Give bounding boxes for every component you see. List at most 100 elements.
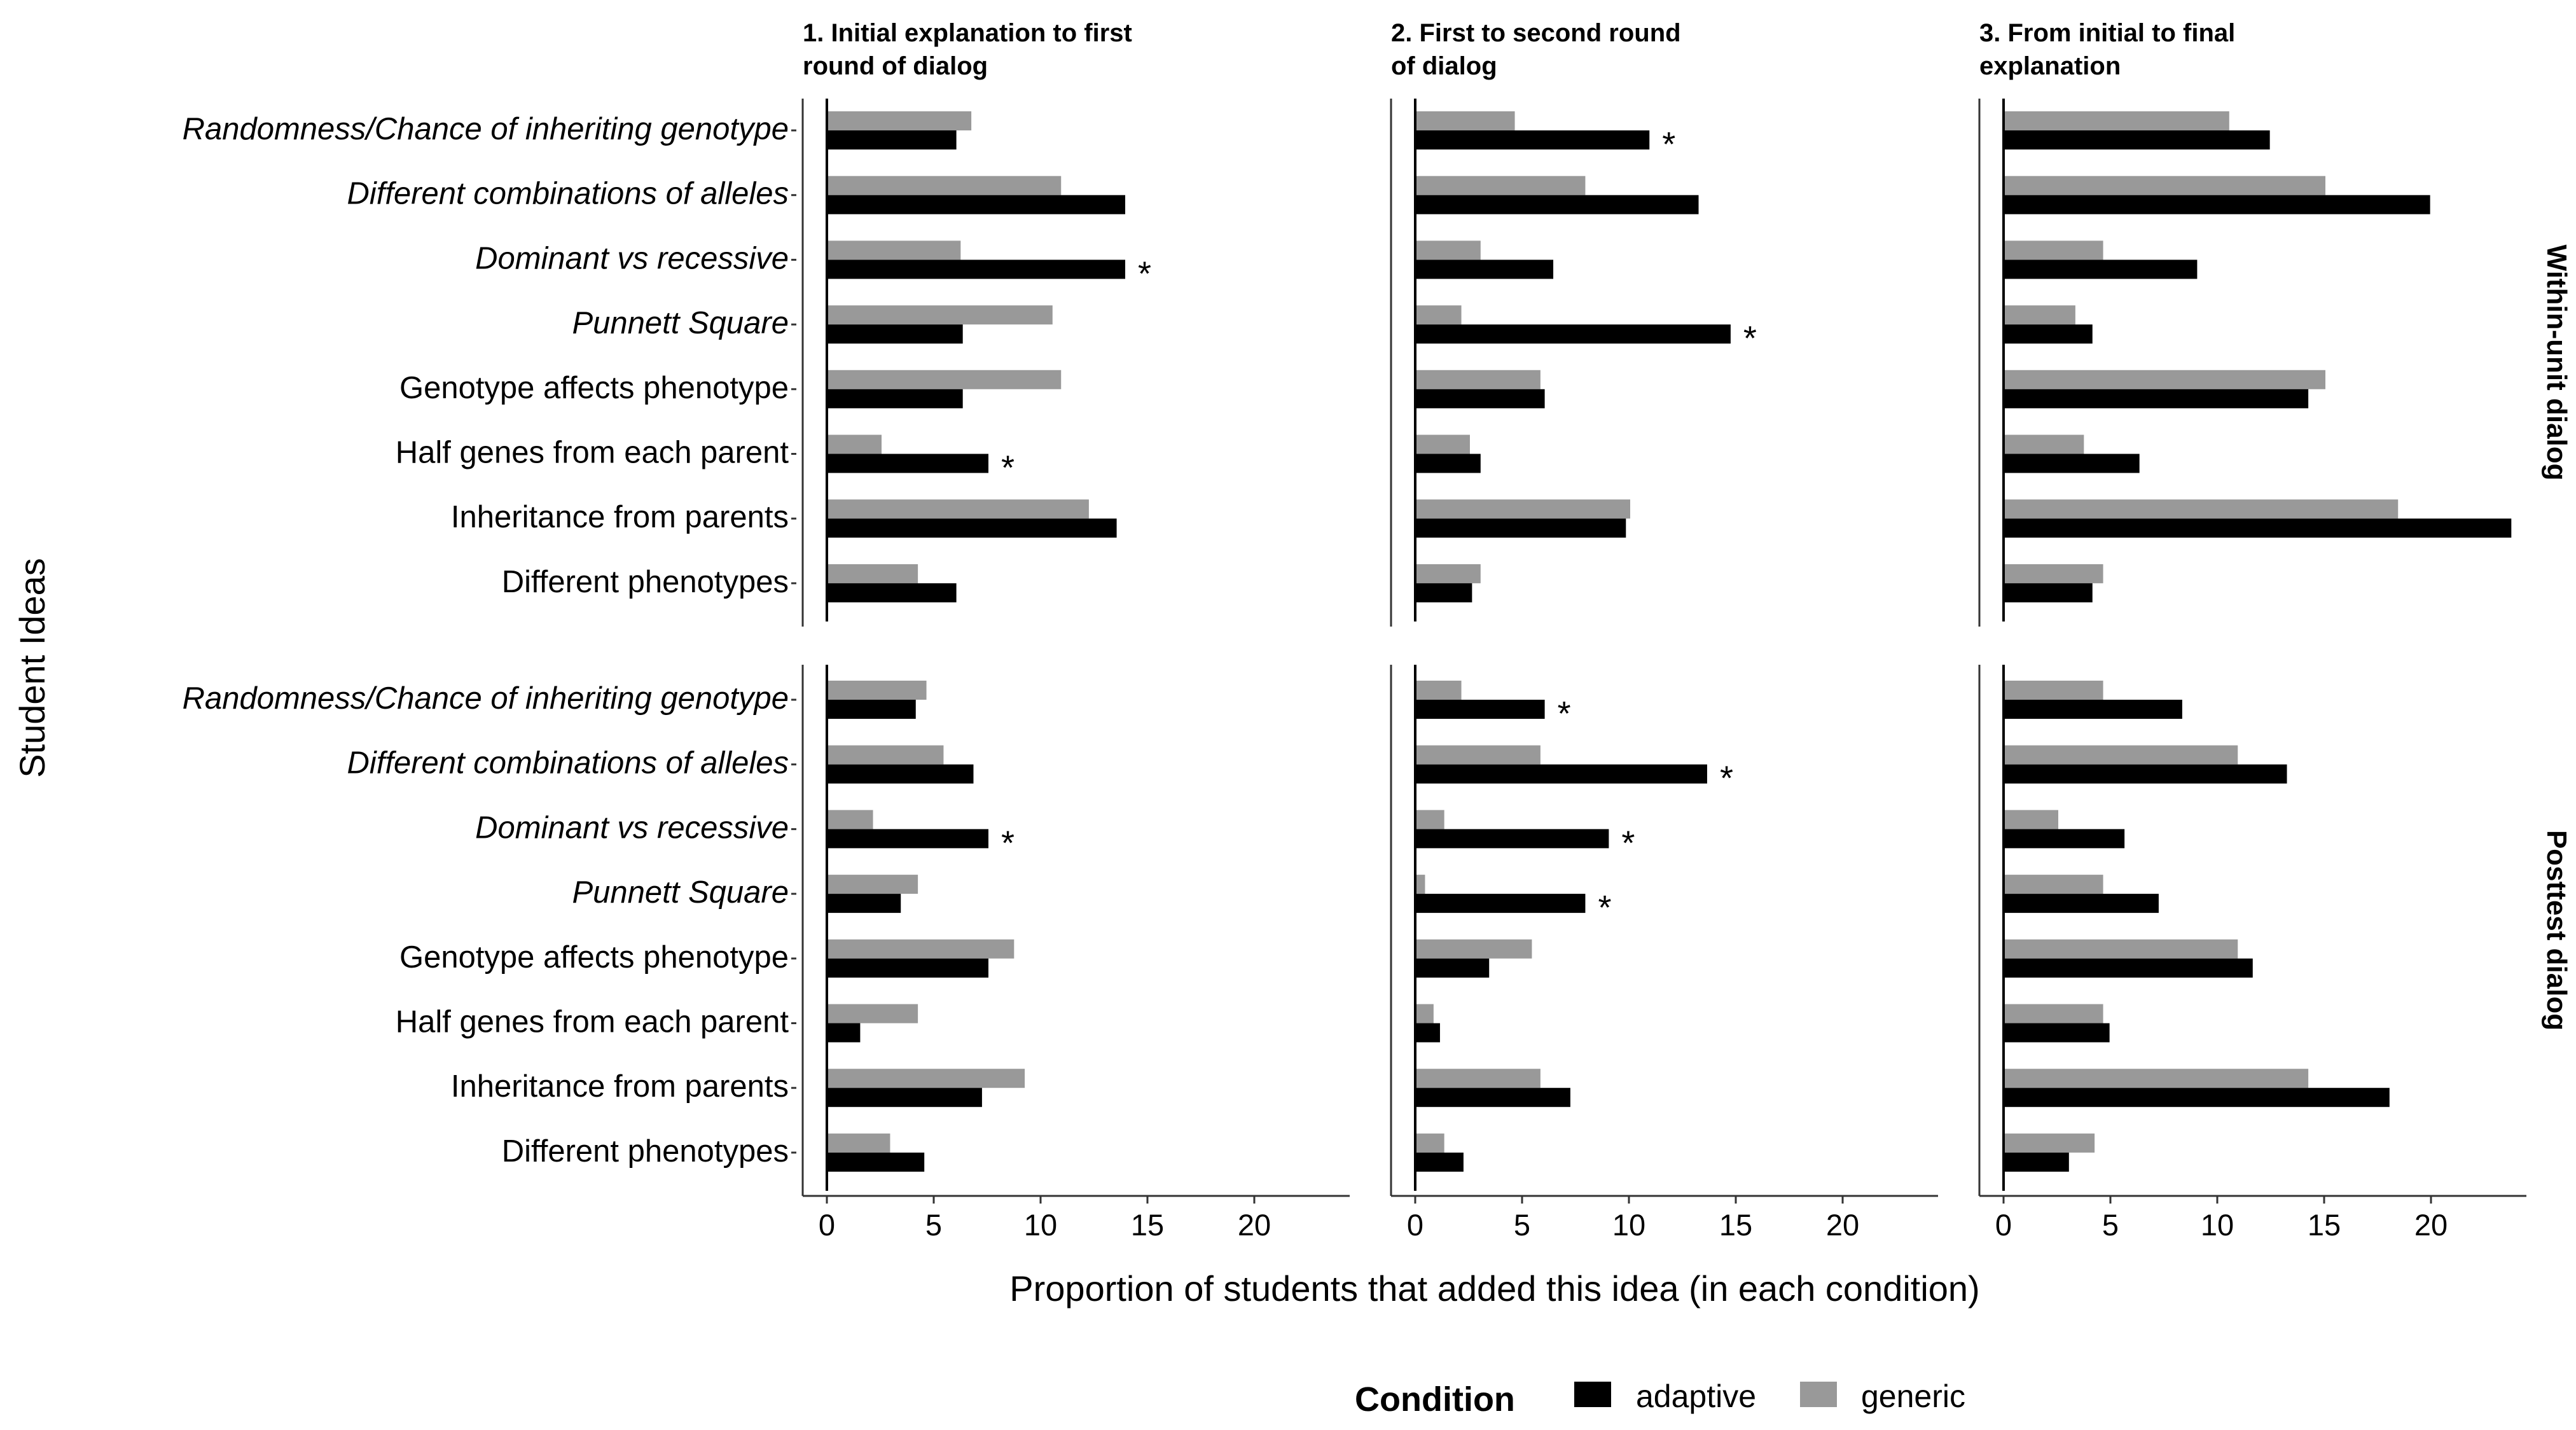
bar-adaptive [828, 454, 988, 473]
category-label: Half genes from each parent [396, 436, 789, 470]
category-label: Different phenotypes [502, 565, 789, 599]
bar-adaptive [828, 894, 901, 913]
bar-generic [828, 1004, 918, 1024]
bar-adaptive [828, 324, 963, 344]
bar-generic [2005, 745, 2238, 765]
bar-generic [2005, 240, 2103, 260]
bar-generic [1416, 499, 1630, 519]
bar-adaptive [2005, 195, 2430, 214]
legend-label-adaptive: adaptive [1636, 1378, 1756, 1414]
bar-adaptive [1416, 958, 1490, 978]
bar-adaptive [2005, 389, 2309, 408]
bar-generic [2005, 939, 2238, 959]
category-label: Punnett Square [572, 306, 789, 340]
bar-adaptive [1416, 518, 1626, 538]
bar-adaptive [1416, 454, 1481, 473]
legend: Condition adaptive generic [1355, 1378, 1965, 1419]
facet-title-1-line-2: round of dialog [803, 52, 988, 80]
y-axis-title: Student Ideas [12, 558, 52, 778]
bar-adaptive [828, 130, 957, 149]
x-tick-label: 15 [1719, 1208, 1752, 1242]
x-tick-label: 5 [2102, 1208, 2119, 1242]
bar-generic [1416, 1133, 1444, 1153]
x-tick-label: 15 [1131, 1208, 1164, 1242]
bar-adaptive [2005, 518, 2512, 538]
x-tick-label: 10 [1024, 1208, 1057, 1242]
bar-generic [2005, 305, 2075, 325]
x-tick-label: 5 [1514, 1208, 1530, 1242]
category-labels: Randomness/Chance of inheriting genotype… [183, 112, 796, 1169]
panel-row2-col1: 0 5 10 15 20 * [803, 665, 1350, 1242]
bar-generic [828, 305, 1053, 325]
bar-adaptive [2005, 700, 2182, 719]
bar-generic [1416, 810, 1444, 830]
bar-adaptive [1416, 195, 1699, 214]
bar-generic [1416, 564, 1481, 583]
bar-generic [828, 1133, 890, 1153]
category-label: Different combinations of alleles [347, 746, 789, 781]
facet-title-3-line-2: explanation [1979, 52, 2121, 80]
bar-generic [1416, 370, 1541, 389]
bar-generic [2005, 1004, 2103, 1024]
category-label: Randomness/Chance of inheriting genotype [183, 681, 789, 716]
bar-generic [2005, 875, 2103, 894]
bar-generic [828, 176, 1062, 195]
category-label: Genotype affects phenotype [399, 940, 789, 975]
significance-star: * [1001, 449, 1014, 487]
bar-adaptive [2005, 583, 2093, 602]
bar-generic [1416, 745, 1541, 765]
bar-generic [2005, 564, 2103, 583]
bar-adaptive [1416, 389, 1545, 408]
category-label: Inheritance from parents [451, 1069, 789, 1104]
bar-adaptive [1416, 700, 1545, 719]
x-tick-label: 20 [1238, 1208, 1271, 1242]
bar-generic [828, 745, 944, 765]
facet-strip-within-unit: Within-unit dialog [2541, 244, 2572, 480]
significance-star: * [1598, 889, 1611, 927]
bar-generic [828, 939, 1014, 959]
x-tick-label: 20 [2414, 1208, 2448, 1242]
facet-title-2-line-2: of dialog [1391, 52, 1497, 80]
bar-generic [1416, 240, 1481, 260]
significance-star: * [1662, 125, 1675, 163]
category-label: Dominant vs recessive [475, 810, 789, 845]
category-label: Different phenotypes [502, 1134, 789, 1169]
bar-adaptive [828, 260, 1126, 279]
panel-row1-col2: ** [1414, 99, 1757, 621]
significance-star: * [1138, 254, 1151, 293]
facet-title-3-line-1: 3. From initial to final [1979, 19, 2235, 47]
bar-adaptive [2005, 324, 2093, 344]
bar-adaptive [1416, 1088, 1570, 1107]
x-tick-label: 20 [1826, 1208, 1859, 1242]
bar-generic [2005, 810, 2058, 830]
bar-generic [1416, 305, 1462, 325]
bar-generic [1416, 111, 1515, 130]
bar-generic [828, 681, 927, 700]
bar-adaptive [828, 583, 957, 602]
x-tick-label: 0 [1407, 1208, 1423, 1242]
panel-row1-col3 [2002, 99, 2512, 621]
chart-panels: 1. Initial explanation to first round of … [801, 19, 2572, 1242]
x-tick-label: 0 [819, 1208, 835, 1242]
bar-generic [1416, 939, 1532, 959]
bar-generic [1416, 1004, 1434, 1024]
bar-generic [828, 434, 882, 454]
panel-row2-col2: 0 5 10 15 20 * * * * [1391, 665, 1938, 1242]
bar-generic [828, 810, 873, 830]
bar-adaptive [2005, 260, 2198, 279]
bar-generic [828, 875, 918, 894]
bar-generic [1416, 434, 1470, 454]
significance-star: * [1720, 760, 1733, 798]
bar-adaptive [2005, 130, 2270, 149]
bar-adaptive [828, 1023, 861, 1043]
bar-adaptive [1416, 260, 1554, 279]
significance-star: * [1558, 695, 1571, 733]
x-tick-label: 0 [1995, 1208, 2012, 1242]
panel-row1-col1: ** [826, 99, 1151, 621]
x-tick-label: 10 [1612, 1208, 1645, 1242]
bar-generic [2005, 1133, 2095, 1153]
bar-adaptive [2005, 454, 2140, 473]
bar-generic [2005, 499, 2399, 519]
legend-swatch-generic [1800, 1382, 1837, 1407]
